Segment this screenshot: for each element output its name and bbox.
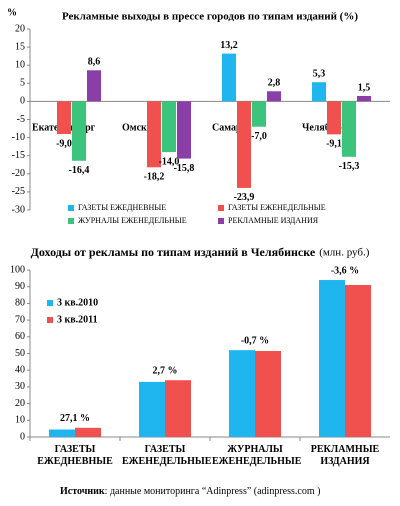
legend-label: ГАЗЕТЫ ЕЖЕДНЕВНЫЕ [78, 203, 166, 212]
annotation: -3,6 % [331, 265, 359, 276]
bar [222, 53, 236, 102]
bar [345, 285, 371, 437]
legend-label: РЕКЛАМНЫЕ ИЗДАНИЯ [228, 216, 319, 225]
value-label: 13,2 [220, 40, 238, 51]
bar [312, 82, 326, 102]
x-tick-label: Самара [212, 123, 247, 134]
y-tick-label: -10 [12, 132, 25, 143]
x-tick-label: РЕКЛАМНЫЕ ИЗДАНИЯ [310, 444, 380, 467]
x-tick-label: Челябинск [302, 123, 352, 134]
value-label: -16,4 [69, 165, 90, 176]
y-tick-label: 20 [15, 398, 25, 409]
y-tick-label: 0 [20, 96, 25, 107]
legend-label: ГАЗЕТЫ ЕЖЕНЕДЕЛЬНЫЕ [228, 203, 326, 212]
bar [72, 101, 86, 161]
value-label: -14,0 [159, 156, 180, 167]
bar [342, 101, 356, 157]
y-axis-label: % [7, 7, 17, 18]
value-label: 5,3 [313, 69, 326, 80]
value-label: -15,8 [174, 163, 195, 174]
annotation: 2,7 % [153, 366, 178, 377]
bar [252, 101, 266, 127]
bar [255, 350, 281, 437]
y-tick-label: 20 [15, 23, 25, 34]
value-label: -18,2 [144, 172, 165, 183]
bar [162, 101, 176, 153]
bar [139, 381, 165, 437]
y-tick-label: -30 [12, 204, 25, 215]
legend-swatch [47, 300, 53, 306]
bar [147, 101, 161, 168]
bar [177, 101, 191, 159]
bar [75, 427, 101, 437]
y-tick-label: 90 [15, 281, 25, 292]
annotation: -0,7 % [241, 335, 269, 346]
y-tick-label: 5 [20, 78, 25, 89]
bar [327, 101, 341, 135]
bar [319, 280, 345, 437]
y-tick-label: 0 [20, 431, 25, 442]
value-label: -7,0 [251, 131, 267, 142]
x-tick-label: ЖУРНАЛЫ ЕЖЕНЕДЕЛЬНЫЕ [212, 444, 302, 467]
annotation: 27,1 % [60, 413, 90, 424]
legend-swatch [218, 218, 224, 224]
legend-label: ЖУРНАЛЫ ЕЖЕНЕДЕЛЬНЫЕ [78, 216, 187, 225]
x-tick-label: ГАЗЕТЫ ЕЖЕНЕДЕЛЬНЫЕ [122, 444, 212, 467]
y-tick-label: 100 [10, 264, 25, 275]
bar [237, 101, 251, 188]
value-label: 2,8 [268, 78, 281, 89]
legend-swatch [68, 205, 74, 211]
y-tick-label: -5 [17, 114, 25, 125]
value-label: 1,5 [358, 82, 371, 93]
legend-swatch [68, 218, 74, 224]
x-tick-label: ГАЗЕТЫ ЕЖЕДНЕВНЫЕ [37, 444, 113, 467]
y-tick-label: 80 [15, 298, 25, 309]
value-label: -23,9 [234, 192, 255, 203]
y-tick-label: -25 [12, 186, 25, 197]
y-tick-label: 10 [15, 415, 25, 426]
chart-title-unit: (млн. руб.) [319, 247, 370, 259]
legend-swatch [47, 317, 53, 323]
value-label: -15,3 [339, 161, 360, 172]
bar [165, 380, 191, 437]
bar [49, 429, 75, 437]
y-tick-label: -15 [12, 150, 25, 161]
y-tick-label: 60 [15, 331, 25, 342]
chart-title: Доходы от рекламы по типам изданий в Чел… [31, 245, 316, 259]
source-text: : данные мониторинга “Adinpress” (adinpr… [104, 486, 321, 497]
y-tick-label: 70 [15, 314, 25, 325]
bar [57, 101, 71, 134]
y-tick-label: 50 [15, 348, 25, 359]
bar [357, 95, 371, 102]
bar [267, 91, 281, 102]
y-tick-label: 30 [15, 381, 25, 392]
bar [87, 70, 101, 102]
y-tick-label: 15 [15, 41, 25, 52]
y-tick-label: -20 [12, 168, 25, 179]
value-label: -9,0 [56, 138, 72, 149]
value-label: -9,1 [326, 139, 342, 150]
value-label: 8,6 [88, 57, 101, 68]
source-label: Источник [60, 486, 105, 497]
source: Источник: данные мониторинга “Adinpress”… [60, 486, 320, 497]
bar [229, 350, 255, 437]
legend-label: 3 кв.2010 [57, 297, 98, 308]
x-tick-label: Омск [122, 123, 147, 134]
legend-label: 3 кв.2011 [57, 314, 98, 325]
y-tick-label: 40 [15, 364, 25, 375]
y-tick-label: 10 [15, 59, 25, 70]
legend-swatch [218, 205, 224, 211]
chart-title: Рекламные выходы в прессе городов по тип… [62, 11, 358, 23]
